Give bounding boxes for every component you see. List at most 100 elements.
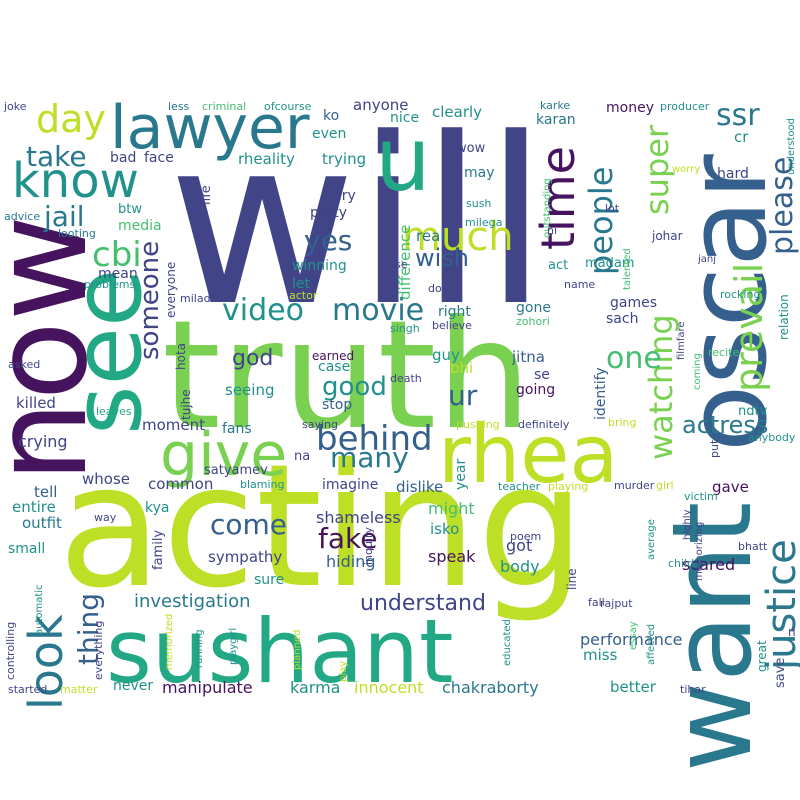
- word-miss: miss: [583, 646, 618, 664]
- word-milega: milega: [465, 216, 502, 229]
- word-na: na: [294, 449, 310, 464]
- word-small: small: [8, 541, 45, 557]
- word-bhatt: bhatt: [738, 540, 768, 553]
- word-highly: highly: [682, 509, 693, 540]
- word-dislike: dislike: [396, 478, 443, 496]
- word-singh: singh: [390, 322, 420, 335]
- word-memorizing: memorizing: [694, 522, 705, 581]
- word-trying: trying: [322, 150, 366, 168]
- word-life: life: [199, 185, 214, 205]
- word-murder: murder: [614, 479, 655, 492]
- word-fake: fake: [318, 522, 377, 555]
- word-innocent: innocent: [354, 678, 424, 697]
- word-problems: problems: [84, 278, 136, 291]
- word-coming: coming: [692, 353, 703, 390]
- word-see: see: [53, 269, 163, 435]
- word-worry: worry: [672, 164, 700, 175]
- word-planned: planned: [292, 630, 303, 670]
- word-affected: affected: [646, 624, 657, 665]
- word-automatic: automatic: [34, 584, 45, 635]
- word-someone: someone: [135, 241, 165, 360]
- word-looting: looting: [58, 227, 96, 240]
- word-much: much: [402, 214, 514, 260]
- word-use: use: [388, 258, 408, 271]
- word-watching: watching: [642, 314, 680, 460]
- word-karan: karan: [536, 112, 576, 128]
- word-tihar: tihar: [680, 683, 706, 696]
- word-seeing: seeing: [225, 381, 274, 399]
- word-performance: performance: [580, 630, 682, 649]
- word-justice: justice: [759, 539, 800, 671]
- word-joke: joke: [3, 100, 27, 113]
- word-started: started: [8, 683, 47, 696]
- word-controlling: controlling: [4, 622, 17, 680]
- word-time: time: [531, 146, 585, 250]
- word-lot: lot: [605, 202, 620, 215]
- word-n: n: [788, 625, 796, 639]
- word-real: real: [416, 227, 444, 245]
- word-one: one: [606, 341, 662, 376]
- word-ofcourse: ofcourse: [264, 100, 312, 113]
- word-matter: matter: [60, 683, 98, 696]
- word-anybody: anybody: [748, 431, 796, 444]
- word-satyamev: satyamev: [204, 463, 268, 478]
- word-child: child: [668, 557, 694, 570]
- word-got: got: [506, 536, 532, 555]
- word-stop: stop: [322, 397, 352, 413]
- word-gone: gone: [516, 300, 551, 316]
- word-sush: sush: [466, 197, 491, 210]
- word-saying: saying: [302, 418, 338, 431]
- word-take: take: [26, 140, 87, 173]
- word-fans: fans: [222, 421, 252, 437]
- word-playing: playing: [548, 480, 588, 493]
- word-johar: johar: [651, 229, 683, 243]
- word-behind: behind: [316, 419, 433, 459]
- word-difference: difference: [396, 225, 414, 300]
- word-se: se: [534, 367, 550, 383]
- word-karma: karma: [290, 678, 340, 697]
- word-milado: milado: [180, 292, 218, 305]
- word-way: way: [94, 511, 117, 524]
- word-cry: cry: [334, 188, 356, 204]
- word-media: media: [118, 218, 162, 234]
- word-killed: killed: [16, 394, 56, 412]
- word-relation: relation: [777, 294, 791, 340]
- word-shameless: shameless: [316, 508, 401, 527]
- word-jitna: jitna: [511, 348, 545, 366]
- word-leaves: leaves: [96, 405, 132, 418]
- word-body: body: [500, 557, 540, 576]
- word-know: know: [12, 153, 139, 209]
- word-gave: gave: [712, 478, 749, 496]
- word-common: common: [148, 475, 213, 493]
- word-please: please: [765, 157, 800, 255]
- word-acting: acting: [58, 428, 585, 626]
- word-good: good: [322, 372, 387, 402]
- word-advice: advice: [4, 210, 40, 223]
- word-clearly: clearly: [432, 103, 482, 121]
- word-sach: sach: [606, 311, 638, 327]
- word-less: less: [168, 100, 190, 113]
- word-understood: understood: [786, 118, 797, 175]
- word-yes: yes: [304, 224, 352, 257]
- word-cr: cr: [734, 128, 749, 146]
- word-imagine: imagine: [322, 477, 378, 493]
- word-going: going: [516, 382, 555, 398]
- word-rocking: rocking: [720, 288, 760, 301]
- word-great: great: [755, 640, 769, 672]
- word-jail: jail: [43, 200, 85, 233]
- word-asked: asked: [8, 358, 40, 371]
- word-prevail: prevail: [727, 263, 771, 392]
- word-video: video: [222, 293, 304, 328]
- word-lawyer: lawyer: [110, 93, 310, 163]
- word-tujhe: tujhe: [179, 389, 193, 420]
- word-family: family: [151, 530, 166, 570]
- word-janj: janj: [697, 254, 716, 265]
- word-day: day: [36, 97, 106, 141]
- word-ko: ko: [323, 108, 339, 124]
- word-ur: ur: [448, 379, 478, 412]
- word-ssr: ssr: [716, 98, 760, 133]
- word-hota: hota: [174, 343, 188, 370]
- word-guy: guy: [432, 346, 460, 364]
- word-entire: entire: [12, 498, 56, 516]
